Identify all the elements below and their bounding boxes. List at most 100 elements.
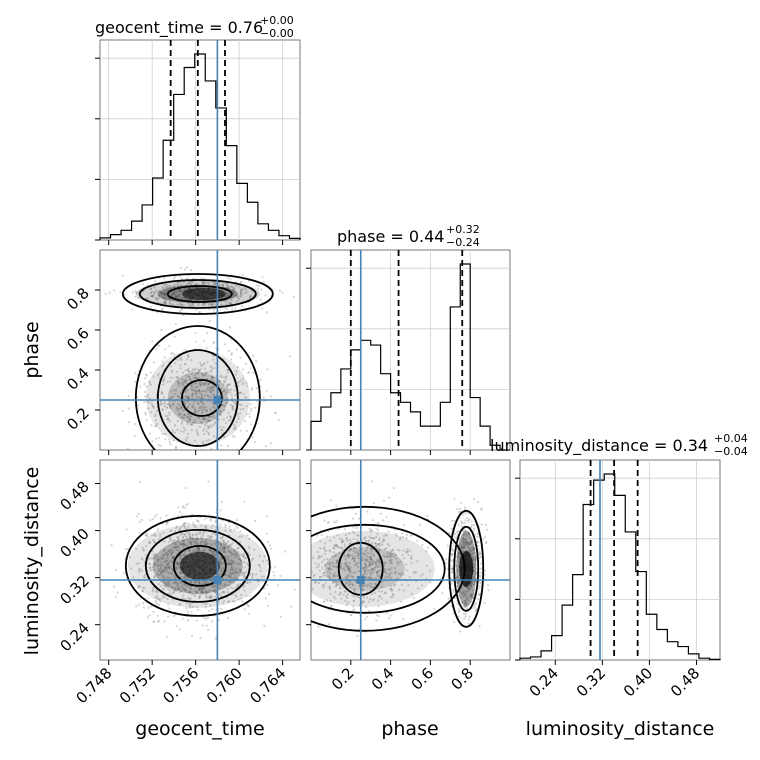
sample-point [389, 587, 392, 590]
sample-point [240, 553, 243, 556]
sample-point [164, 294, 167, 297]
sample-point [371, 529, 374, 532]
sample-point [192, 394, 195, 397]
sample-point [389, 559, 392, 562]
sample-point [197, 370, 200, 373]
sample-point [467, 599, 471, 602]
sample-point [187, 415, 190, 418]
sample-point [214, 521, 217, 524]
sample-point [378, 560, 381, 563]
sample-point [189, 540, 192, 544]
sample-point [368, 561, 371, 565]
sample-point [182, 576, 185, 579]
sample-point [152, 553, 155, 556]
y-axis-label-luminosity-distance: luminosity_distance [21, 467, 43, 656]
sample-point [162, 584, 166, 587]
sample-point [351, 609, 354, 612]
sample-point [193, 407, 196, 410]
sample-point [274, 411, 277, 414]
sample-point [197, 549, 200, 553]
sample-point [335, 583, 338, 586]
sample-point [451, 548, 454, 552]
sample-point [155, 603, 158, 606]
sample-point [376, 573, 379, 576]
sample-point [222, 550, 225, 554]
sample-point [457, 530, 460, 533]
sample-point [148, 566, 151, 569]
sample-point [473, 583, 476, 586]
sample-point [187, 522, 190, 525]
sample-point [348, 549, 351, 552]
sample-point [466, 549, 469, 552]
sample-point [466, 586, 469, 589]
sample-point [190, 280, 193, 284]
sample-point [361, 566, 365, 569]
sample-point [221, 283, 225, 286]
sample-point [158, 535, 162, 538]
sample-point [156, 374, 160, 377]
sample-point [353, 595, 356, 598]
sample-point [368, 571, 372, 575]
sample-point [363, 537, 366, 540]
sample-point [349, 566, 352, 569]
sample-point [164, 565, 167, 569]
sample-point [346, 574, 349, 577]
sample-point [155, 289, 158, 292]
sample-point [335, 560, 338, 563]
sample-point [190, 385, 193, 388]
sample-point [196, 368, 199, 371]
sample-point [226, 600, 230, 603]
sample-point [223, 583, 227, 586]
sample-point [186, 436, 189, 439]
histogram-phase [310, 263, 510, 451]
sample-point [178, 412, 181, 415]
sample-point [130, 308, 134, 311]
sample-point [370, 582, 373, 585]
density-blob [459, 550, 474, 587]
sample-point [221, 601, 224, 605]
sample-point [203, 617, 207, 620]
sample-point [200, 397, 203, 400]
sample-point [172, 589, 175, 592]
sample-point [160, 565, 163, 568]
sample-point [179, 367, 182, 370]
sample-point [335, 545, 338, 548]
sample-point [425, 564, 428, 567]
sample-point [156, 597, 159, 600]
sample-point [346, 575, 349, 578]
sample-point [189, 304, 192, 307]
sample-point [213, 406, 217, 409]
sample-point [226, 368, 229, 372]
sample-point [384, 591, 387, 594]
sample-point [114, 596, 118, 599]
sample-point [376, 532, 379, 535]
sample-point [239, 558, 242, 561]
sample-point [144, 413, 148, 416]
sample-point [460, 501, 463, 504]
sample-point [210, 366, 213, 369]
sample-point [213, 554, 216, 557]
sample-point [162, 570, 165, 573]
sample-point [382, 538, 385, 541]
sample-point [246, 534, 249, 537]
sample-point [218, 380, 221, 383]
sample-point [362, 569, 366, 572]
sample-point [239, 392, 242, 395]
sample-point [175, 370, 179, 373]
sample-point [189, 283, 192, 286]
sample-point [371, 568, 374, 571]
sample-point [161, 570, 164, 573]
sample-point [334, 521, 337, 524]
sample-point [174, 540, 177, 543]
sample-point [188, 403, 192, 406]
sample-point [457, 551, 460, 555]
sample-point [181, 420, 184, 423]
sample-point [479, 555, 482, 558]
sample-point [322, 600, 326, 603]
sample-point [165, 406, 169, 409]
sample-point [464, 538, 467, 541]
sample-point [219, 543, 223, 546]
sample-point [472, 548, 475, 551]
sample-point [185, 607, 188, 610]
sample-point [389, 568, 392, 571]
